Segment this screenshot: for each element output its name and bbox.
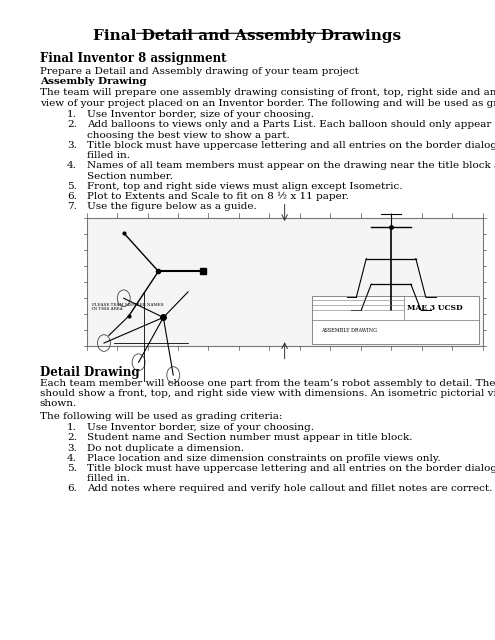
Bar [87,218,483,346]
Text: Add balloons to views only and a Parts List. Each balloon should only appear onc: Add balloons to views only and a Parts L… [87,120,495,129]
Text: 3.: 3. [67,444,77,452]
Text: shown.: shown. [40,399,77,408]
Text: Final Detail and Assembly Drawings: Final Detail and Assembly Drawings [94,29,401,43]
Text: Use Inventor border, size of your choosing.: Use Inventor border, size of your choosi… [87,110,314,119]
Text: 6.: 6. [67,192,77,201]
Text: Use Inventor border, size of your choosing.: Use Inventor border, size of your choosi… [87,423,314,432]
Text: Detail Drawing: Detail Drawing [40,366,139,379]
Text: Do not duplicate a dimension.: Do not duplicate a dimension. [87,444,244,452]
Text: Student name and Section number must appear in title block.: Student name and Section number must app… [87,433,412,442]
Text: should show a front, top, and right side view with dimensions. An isometric pict: should show a front, top, and right side… [40,389,495,398]
Text: Assembly Drawing: Assembly Drawing [40,77,146,86]
Text: Each team member will choose one part from the team’s robot assembly to detail. : Each team member will choose one part fr… [40,379,495,388]
Text: Add notes where required and verify hole callout and fillet notes are correct.: Add notes where required and verify hole… [87,484,492,493]
Text: Section number.: Section number. [87,172,172,180]
Text: Title block must have uppercase lettering and all entries on the border dialog b: Title block must have uppercase letterin… [87,464,495,473]
Text: 7.: 7. [67,202,77,211]
Text: 4.: 4. [67,161,77,170]
Text: ASSEMBLY DRAWING: ASSEMBLY DRAWING [321,328,377,333]
Text: Names of all team members must appear on the drawing near the title block along : Names of all team members must appear on… [87,161,495,170]
Text: 5.: 5. [67,464,77,473]
Text: 2.: 2. [67,433,77,442]
Text: The team will prepare one assembly drawing consisting of front, top, right side : The team will prepare one assembly drawi… [40,88,495,97]
Text: view of your project placed on an Inventor border. The following and will be use: view of your project placed on an Invent… [40,99,495,108]
Text: 1.: 1. [67,110,77,119]
Text: 2.: 2. [67,120,77,129]
Text: choosing the best view to show a part.: choosing the best view to show a part. [87,131,290,140]
Text: 6.: 6. [67,484,77,493]
Text: 3.: 3. [67,141,77,150]
Text: PLEASE TEAM MEMBER NAMES
IN THIS AREA: PLEASE TEAM MEMBER NAMES IN THIS AREA [92,303,163,312]
Text: MAE 3 UCSD: MAE 3 UCSD [407,304,463,312]
Bar [312,296,479,344]
Text: The following will be used as grading criteria:: The following will be used as grading cr… [40,412,282,421]
Text: 1.: 1. [67,423,77,432]
Text: Prepare a Detail and Assembly drawing of your team project: Prepare a Detail and Assembly drawing of… [40,67,358,76]
Text: Place location and size dimension constraints on profile views only.: Place location and size dimension constr… [87,454,440,463]
Text: Plot to Extents and Scale to fit on 8 ½ x 11 paper.: Plot to Extents and Scale to fit on 8 ½ … [87,192,348,202]
Text: filled in.: filled in. [87,474,130,483]
Text: 4.: 4. [67,454,77,463]
Text: filled in.: filled in. [87,151,130,160]
Text: 5.: 5. [67,182,77,191]
Text: Use the figure below as a guide.: Use the figure below as a guide. [87,202,256,211]
Text: Title block must have uppercase lettering and all entries on the border dialog b: Title block must have uppercase letterin… [87,141,495,150]
Text: Front, top and right side views must align except Isometric.: Front, top and right side views must ali… [87,182,402,191]
Text: Final Inventor 8 assignment: Final Inventor 8 assignment [40,52,226,65]
